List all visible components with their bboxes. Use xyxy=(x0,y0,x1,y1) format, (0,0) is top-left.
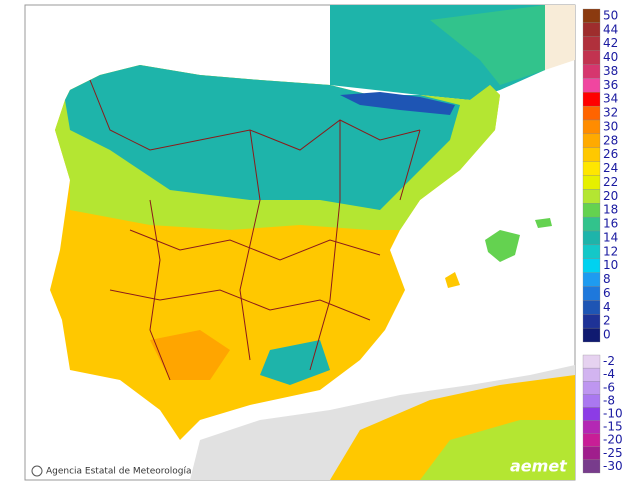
legend-swatch xyxy=(582,147,601,162)
legend-swatch xyxy=(582,36,601,51)
legend-swatch xyxy=(582,433,601,447)
legend-label: 36 xyxy=(603,78,618,92)
legend: 5044424038363432302826242220181614121086… xyxy=(582,8,623,474)
legend-label: -6 xyxy=(603,380,615,394)
legend-swatch xyxy=(582,189,601,204)
france-south xyxy=(430,5,545,85)
legend-label: 38 xyxy=(603,64,618,78)
legend-label: 32 xyxy=(603,106,618,120)
legend-swatch xyxy=(582,286,601,301)
ibiza xyxy=(445,272,460,288)
legend-label: -4 xyxy=(603,367,615,381)
legend-label: 10 xyxy=(603,258,618,272)
mallorca xyxy=(485,230,520,262)
legend-label: 2 xyxy=(603,314,611,328)
legend-swatch xyxy=(582,50,601,65)
legend-label: 40 xyxy=(603,50,618,64)
guadalquivir xyxy=(150,330,230,380)
legend-swatch xyxy=(582,459,601,474)
legend-label: 4 xyxy=(603,300,611,314)
copyright-icon xyxy=(31,465,43,477)
africa-green xyxy=(420,420,575,480)
legend-label: 50 xyxy=(603,8,618,22)
legend-label: -10 xyxy=(603,407,623,421)
legend-swatch xyxy=(582,420,601,434)
legend-label: -2 xyxy=(603,354,615,368)
legend-swatch xyxy=(582,175,601,190)
legend-swatch xyxy=(582,446,601,461)
legend-swatch xyxy=(582,407,601,421)
france-land xyxy=(545,5,575,70)
legend-label: 28 xyxy=(603,133,618,147)
legend-label: 30 xyxy=(603,119,618,133)
legend-label: 8 xyxy=(603,272,611,286)
legend-label: 20 xyxy=(603,189,618,203)
legend-swatch xyxy=(582,258,601,273)
legend-swatch xyxy=(582,105,601,121)
legend-swatch xyxy=(582,244,601,259)
legend-swatch xyxy=(582,22,601,37)
legend-swatch xyxy=(582,327,601,343)
legend-swatch xyxy=(582,230,601,246)
legend-label: 22 xyxy=(603,175,618,189)
legend-label: 34 xyxy=(603,92,618,106)
legend-swatch xyxy=(582,133,601,148)
pyrenees xyxy=(340,92,455,115)
legend-swatch xyxy=(582,272,601,287)
credit: Agencia Estatal de Meteorología xyxy=(46,467,192,477)
legend-label: 42 xyxy=(603,36,618,50)
legend-label: 6 xyxy=(603,286,611,300)
legend-swatch xyxy=(582,64,601,79)
legend-swatch xyxy=(582,300,601,315)
legend-label: 24 xyxy=(603,161,618,175)
legend-swatch xyxy=(582,78,601,93)
legend-label: -25 xyxy=(603,446,623,460)
legend-label: 12 xyxy=(603,244,618,258)
legend-label: 0 xyxy=(603,328,611,342)
legend-swatch xyxy=(582,367,601,382)
legend-label: 14 xyxy=(603,230,618,244)
sierra-nevada xyxy=(260,340,330,385)
legend-label: -30 xyxy=(603,459,623,473)
legend-swatch xyxy=(582,92,601,107)
legend-label: -15 xyxy=(603,420,623,434)
legend-label: -20 xyxy=(603,433,623,447)
legend-swatch xyxy=(582,314,601,329)
logo: aemet xyxy=(510,457,568,476)
legend-swatch xyxy=(582,161,601,176)
legend-swatch xyxy=(582,394,601,408)
province-borders xyxy=(89,79,421,381)
legend-swatch xyxy=(582,216,601,232)
legend-label: 44 xyxy=(603,22,618,36)
legend-swatch xyxy=(582,381,601,395)
legend-label: -8 xyxy=(603,393,615,407)
menorca xyxy=(535,218,552,228)
legend-swatch xyxy=(582,119,601,135)
legend-swatch xyxy=(582,8,601,24)
map: Agencia Estatal de Meteorología aemet xyxy=(24,4,576,481)
legend-swatch xyxy=(582,203,601,218)
legend-label: 18 xyxy=(603,203,618,217)
legend-swatch xyxy=(582,354,601,369)
legend-label: 16 xyxy=(603,217,618,231)
legend-label: 26 xyxy=(603,147,618,161)
